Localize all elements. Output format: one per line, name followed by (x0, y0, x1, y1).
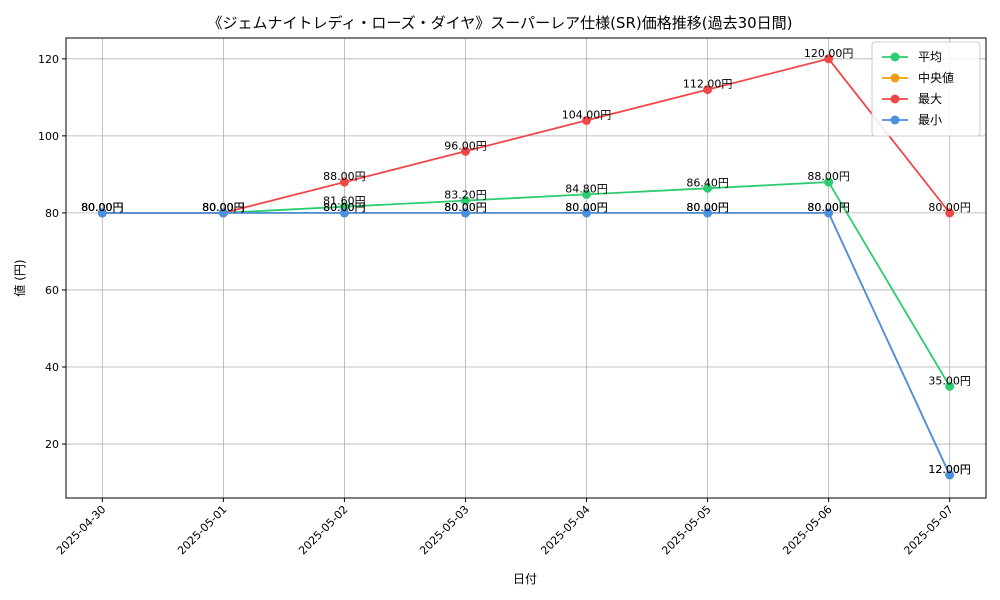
data-label-中央値: 12.00円 (928, 463, 971, 476)
data-label-平均: 83.20円 (444, 189, 487, 202)
x-tick-label: 2025-05-01 (175, 503, 229, 557)
data-label-最大: 80.00円 (202, 201, 245, 214)
data-label-最大: 104.00円 (562, 108, 612, 121)
data-label-中央値: 80.00円 (444, 201, 487, 214)
data-label-最小: 80.00円 (81, 201, 124, 214)
data-label-平均: 88.00円 (807, 170, 850, 183)
y-tick-label: 20 (45, 438, 59, 451)
legend-swatch-marker (890, 73, 900, 83)
x-tick-label: 2025-05-07 (901, 503, 955, 557)
data-point-最大 (582, 115, 592, 125)
data-point-平均 (460, 196, 470, 206)
data-point-最大 (824, 54, 834, 64)
series-line-中央値 (102, 212, 951, 476)
data-point-最小 (339, 208, 349, 218)
data-label-平均: 84.80円 (565, 182, 608, 195)
data-point-最小 (218, 208, 228, 218)
data-label-最大: 88.00円 (323, 170, 366, 183)
data-point-最大 (339, 177, 349, 187)
data-label-最大: 96.00円 (444, 139, 487, 152)
data-label-中央値: 80.00円 (81, 201, 124, 214)
legend-swatch-marker (890, 94, 900, 104)
series-line-最大 (102, 57, 951, 214)
data-label-中央値: 80.00円 (686, 201, 729, 214)
data-point-最小 (582, 208, 592, 218)
legend-entry: 中央値 (918, 70, 954, 85)
data-label-最大: 80.00円 (928, 201, 971, 214)
legend-box (871, 41, 981, 137)
data-point-平均 (339, 202, 349, 212)
data-label-中央値: 80.00円 (565, 201, 608, 214)
data-point-最小 (945, 470, 955, 480)
x-axis-label: 日付 (513, 572, 537, 586)
data-label-最小: 80.00円 (807, 201, 850, 214)
data-label-平均: 35.00円 (928, 374, 971, 387)
y-tick-label: 40 (45, 361, 59, 374)
data-label-最大: 112.00円 (683, 78, 733, 91)
data-point-最大 (460, 146, 470, 156)
data-label-最大: 120.00円 (804, 47, 854, 60)
x-tick-label: 2025-04-30 (54, 503, 108, 557)
data-label-最小: 80.00円 (686, 201, 729, 214)
y-tick-label: 60 (45, 284, 59, 297)
data-point-最小 (97, 208, 107, 218)
legend-entry: 最大 (918, 92, 942, 106)
data-label-最大: 80.00円 (81, 201, 124, 214)
data-point-平均 (945, 381, 955, 391)
data-label-最小: 80.00円 (323, 201, 366, 214)
data-label-平均: 80.00円 (202, 201, 245, 214)
legend-entry: 最小 (918, 113, 942, 127)
data-point-最小 (824, 208, 834, 218)
series-line-最小 (102, 212, 951, 476)
x-tick-label: 2025-05-05 (659, 503, 713, 557)
data-point-平均 (703, 183, 713, 193)
x-tick-label: 2025-05-04 (538, 503, 592, 557)
data-point-最小 (703, 208, 713, 218)
data-label-最小: 80.00円 (202, 201, 245, 214)
data-label-平均: 81.60円 (323, 195, 366, 208)
x-axis-ticks: 2025-04-30 2025-05-01 2025-05-02 2025-05-03… (54, 498, 956, 557)
data-label-中央値: 80.00円 (202, 201, 245, 214)
data-point-平均 (582, 189, 592, 199)
data-label-平均: 80.00円 (81, 201, 124, 214)
data-point-最大 (945, 208, 955, 218)
plot-area-frame (65, 37, 987, 499)
x-tick-label: 2025-05-06 (780, 503, 834, 557)
x-tick-label: 2025-05-02 (296, 503, 350, 557)
legend-swatch-marker (890, 52, 900, 62)
data-label-中央値: 80.00円 (323, 201, 366, 214)
data-point-最小 (460, 208, 470, 218)
y-tick-label: 120 (38, 53, 59, 66)
series-points (97, 54, 955, 480)
data-labels: 80.00円 80.00円 81.60円 83.20円 84.80円 86.40円 88.0… (81, 47, 971, 476)
grid (66, 38, 986, 498)
data-label-最小: 80.00円 (565, 201, 608, 214)
y-axis-ticks: 20 40 60 80 100 120 (38, 53, 66, 451)
series-line-平均 (102, 181, 951, 387)
data-label-平均: 86.40円 (686, 176, 729, 189)
y-tick-label: 80 (45, 207, 59, 220)
data-label-中央値: 80.00円 (807, 201, 850, 214)
data-label-最小: 12.00円 (928, 463, 971, 476)
data-point-平均 (824, 177, 834, 187)
legend-entry: 平均 (918, 50, 942, 64)
data-label-最小: 80.00円 (444, 201, 487, 214)
series-lines (102, 57, 951, 476)
legend-swatch-marker (890, 115, 900, 125)
chart-title: 《ジェムナイトレディ・ローズ・ダイヤ》スーパーレア仕様(SR)価格推移(過去30… (207, 14, 792, 32)
y-tick-label: 100 (38, 130, 59, 143)
data-point-最大 (703, 85, 713, 95)
x-tick-label: 2025-05-03 (417, 503, 471, 557)
y-axis-label: 値 (円) (12, 259, 27, 296)
